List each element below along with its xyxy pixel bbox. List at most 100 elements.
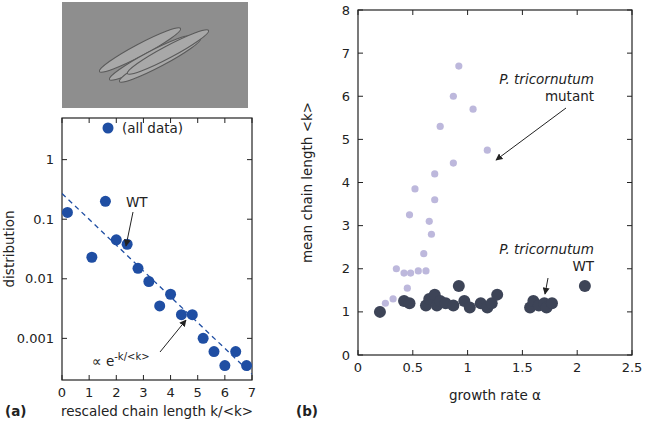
x-tick [116,118,117,123]
data-point [546,297,558,309]
label-arrow [545,278,548,294]
x-tick [522,350,523,355]
x-tick [224,375,225,380]
y-tick [358,139,363,140]
plot-frame [62,118,252,380]
y-tick [627,10,632,11]
y-tick-label: 0.1 [33,212,54,227]
y-tick [358,355,363,356]
x-tick [89,118,90,123]
y-tick [247,338,252,339]
y-tick [358,225,363,226]
y-tick [247,278,252,279]
y-tick-label: 4 [342,175,350,190]
x-tick [632,350,633,355]
fit-line [62,194,252,375]
legend-label: (all data) [122,120,183,136]
data-point [404,297,416,309]
data-point [455,62,462,69]
y-axis-title: distribution [1,211,17,288]
panel: 012345670.0010.010.11rescaled chain leng… [1,118,256,419]
y-axis-title: mean chain length <k> [299,102,315,263]
data-point [431,196,438,203]
y-tick-label: 7 [342,46,350,61]
data-point [219,360,230,371]
x-tick [522,10,523,15]
x-tick [197,375,198,380]
x-tick [252,375,253,380]
y-tick-label: 1 [46,152,54,167]
marks [62,194,252,375]
x-tick [358,10,359,15]
y-tick-label: 2 [342,261,350,276]
x-tick-label: 2 [112,385,120,400]
x-tick [467,10,468,15]
data-point [491,289,503,301]
data-point [415,267,422,274]
data-point [422,267,429,274]
x-tick [467,350,468,355]
x-tick-label: 1.5 [512,360,533,375]
y-tick [627,225,632,226]
data-point [464,302,476,314]
panel-label: (a) [5,403,26,419]
data-point [484,147,491,154]
data-point [198,333,209,344]
series-label-species: P. tricornutum [499,241,594,257]
x-tick-label: 7 [248,385,256,400]
x-axis-title: growth rate α [449,387,541,403]
x-tick [197,118,198,123]
series-label: P. tricornutumWT [499,241,595,274]
x-tick [632,10,633,15]
y-tick [358,311,363,312]
micrograph [62,2,248,108]
x-tick [412,350,413,355]
y-tick [62,159,67,160]
series-label-strain: WT [572,258,594,274]
data-point [154,300,165,311]
series-label: P. tricornutummutant [499,71,594,104]
data-point [143,276,154,287]
x-tick-label: 0.5 [402,360,423,375]
legend-symbol [103,123,114,134]
x-tick-label: 2 [573,360,581,375]
y-tick-label: 5 [342,132,350,147]
y-tick [627,268,632,269]
y-tick [358,268,363,269]
x-tick-label: 0 [58,385,66,400]
y-tick [358,96,363,97]
x-tick-label: 1 [85,385,93,400]
data-point [382,300,389,307]
y-tick [627,96,632,97]
x-tick [224,118,225,123]
y-tick-label: 0 [342,348,350,363]
x-tick [358,350,359,355]
x-tick [252,118,253,123]
x-tick [577,350,578,355]
y-tick [247,159,252,160]
y-tick [62,338,67,339]
annotation-superscript: -k/<k> [114,351,149,362]
x-tick-label: 2.5 [622,360,643,375]
annotation-arrow [126,212,133,246]
data-point [579,280,591,292]
x-tick [62,118,63,123]
annotation: ∝ e-k/<k> [92,351,150,369]
y-tick [358,182,363,183]
x-tick-label: 6 [221,385,229,400]
plot-frame [358,10,632,355]
data-point [404,285,411,292]
data-point [389,295,396,302]
data-point [407,269,414,276]
y-tick-label: 6 [342,89,350,104]
data-point [450,93,457,100]
panel-label: (b) [296,403,318,419]
data-point [469,106,476,113]
x-axis-title: rescaled chain length k/<k> [61,403,253,419]
micrograph-background [62,2,248,108]
data-point [428,231,435,238]
series-label-species: P. tricornutum [499,71,594,87]
data-point [426,218,433,225]
data-point [447,299,459,311]
x-tick-label: 1 [463,360,471,375]
